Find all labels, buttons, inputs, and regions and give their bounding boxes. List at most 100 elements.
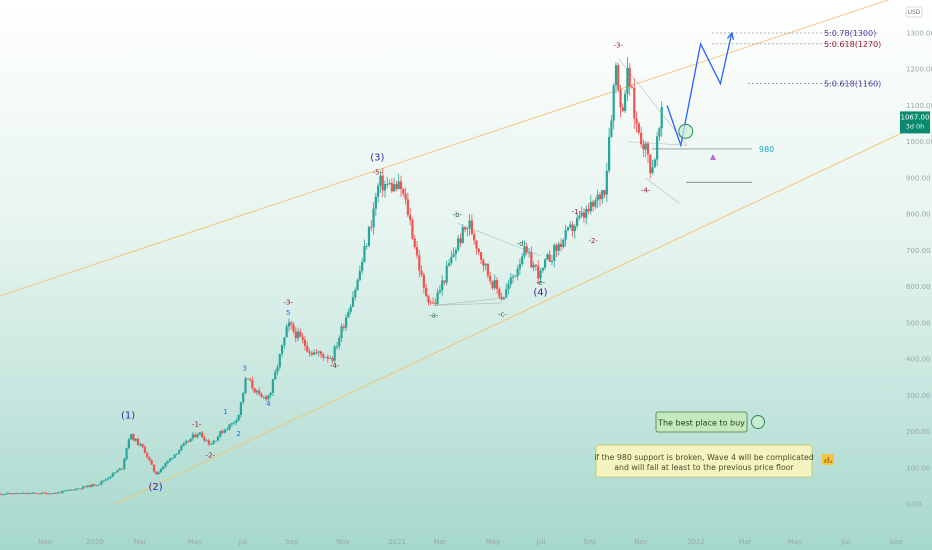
candle [88,484,92,488]
candle-body [660,107,663,129]
candle [367,225,371,248]
candle-body [187,441,190,442]
buy-zone-circle[interactable] [678,123,694,139]
candle-body [482,259,485,266]
candle-body [246,378,249,380]
wave-label: -d- [517,240,527,248]
wave-label: -4- [330,362,340,370]
wave-label: (1) [121,410,135,421]
candle [596,189,599,209]
candle-body [315,352,318,354]
candle [68,489,71,491]
candle [111,472,114,478]
candle [322,352,325,361]
candle-body [390,183,393,192]
candle [258,387,261,396]
candle-body [258,390,261,394]
candle [575,213,579,229]
candle [155,471,158,475]
wave-label: -a- [429,311,439,319]
candle [491,280,494,291]
candle [580,206,583,218]
candle [219,430,222,439]
candle [658,126,661,141]
candle [445,260,448,286]
candle-body [411,220,414,239]
candle-body [276,367,279,372]
candle-body [301,336,304,340]
candle [482,258,485,272]
candle [242,392,245,405]
candle-body [13,493,16,495]
candle [525,243,528,255]
candle [0,493,2,496]
candle [159,468,162,474]
annotation-best-place[interactable]: The best place to buy [655,411,748,433]
candle [578,211,581,221]
candle-body [491,281,494,289]
candle [598,191,602,207]
candle [8,492,12,495]
candle-body [550,260,554,262]
candle [214,440,217,442]
candle-body [354,289,357,298]
candle-body [232,422,236,424]
candle-body [127,439,130,449]
candle-body [516,268,519,277]
candle [425,283,428,298]
candle-body [244,378,247,394]
candle [340,323,343,342]
candle-body [242,393,245,403]
candle-body [486,263,490,276]
candle [397,173,400,190]
candle-body [150,460,153,465]
y-tick-label: 1000.00 [906,138,932,146]
candle [226,427,229,432]
candle-body [114,472,117,474]
candle [365,243,368,250]
last-price-value: 1067.00 [901,113,930,121]
candle-body [619,89,622,108]
candle-body [20,492,23,494]
candle-body [189,438,192,442]
candle [395,180,398,192]
candle-body [415,247,419,256]
candle [315,348,318,355]
candle [411,217,414,240]
candle-body [86,485,89,487]
candle [182,442,185,447]
candle [20,492,23,494]
candle-body [329,358,332,359]
support-label: 980 [759,145,774,154]
candle-body [335,346,339,348]
candle-body [82,486,85,489]
annotation-text-line: and will fall at least to the previous p… [614,463,794,472]
x-tick-label: Nov [38,538,52,546]
candle [63,490,66,492]
candle-body [45,492,48,495]
candle [486,263,490,279]
fib-level-label: 5:0.618(1270) [824,40,881,49]
candle [363,239,366,263]
candle-body [280,345,284,354]
wave-label: 1 [223,408,227,416]
candle-body [575,218,579,226]
candle-body [56,492,60,494]
candle-body [557,243,560,251]
candle-body [166,460,169,464]
candle [637,121,640,135]
candle [541,267,544,274]
wave-label: 5 [286,309,290,317]
wave-label: -c- [498,310,507,318]
candle-body [107,478,110,480]
candle-body [27,492,30,494]
candle-body [582,212,586,218]
annotation-support-warning[interactable]: if the 980 support is broken, Wave 4 wil… [594,444,814,478]
candle-body [226,429,229,431]
candle-body [518,264,522,269]
annotation-text: if the 980 support is broken, Wave 4 wil… [594,453,814,472]
candle-body [319,351,323,355]
candle-body [223,429,227,433]
